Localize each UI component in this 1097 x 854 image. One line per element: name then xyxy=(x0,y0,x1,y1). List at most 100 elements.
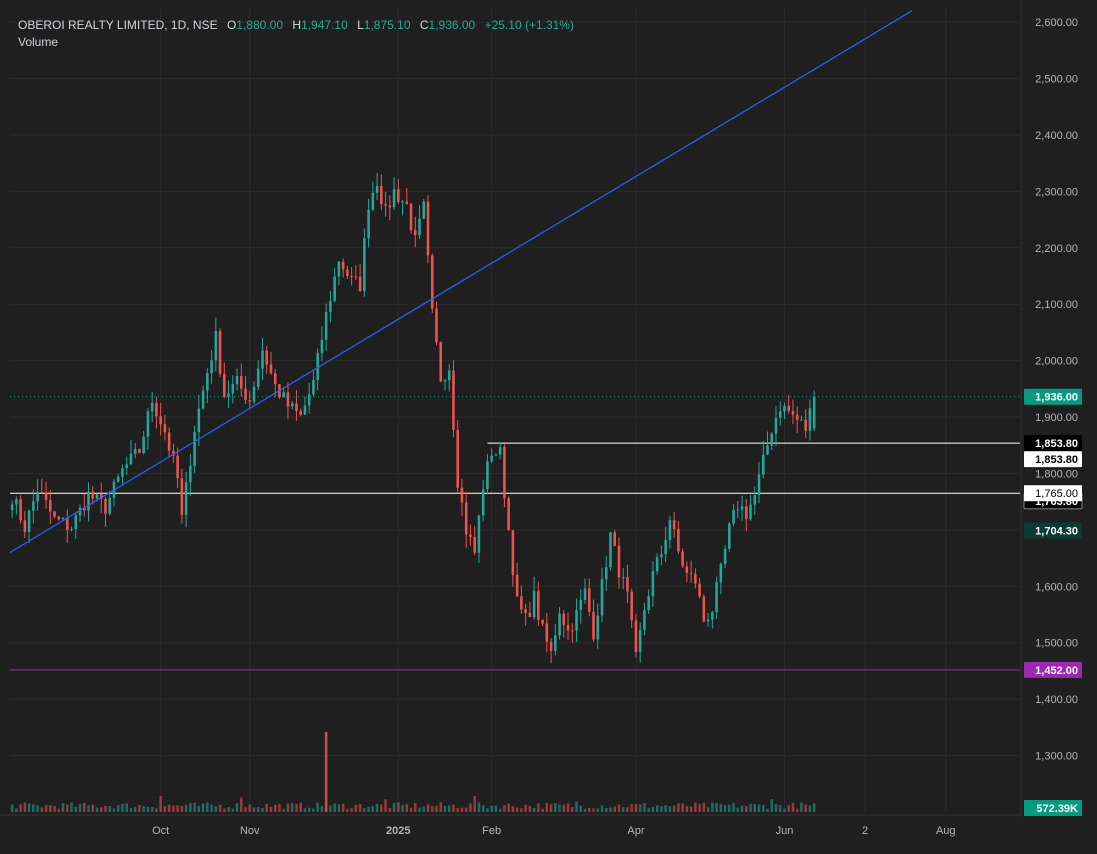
volume-bar xyxy=(146,806,150,812)
volume-bar xyxy=(27,803,31,812)
grid-lines xyxy=(10,8,1020,812)
candle-body xyxy=(426,201,430,256)
volume-bar xyxy=(78,804,82,812)
candle-body xyxy=(248,400,252,402)
candle-body xyxy=(745,506,748,520)
candle-body xyxy=(698,583,701,597)
volume-bar xyxy=(524,804,527,812)
volume-bar xyxy=(206,802,209,812)
open-key: O xyxy=(226,18,237,32)
candle-body xyxy=(74,515,78,530)
candle-body xyxy=(201,390,205,409)
candle-body xyxy=(503,447,506,499)
volume-bar xyxy=(507,803,510,812)
candle-body xyxy=(808,408,812,431)
volume-bar xyxy=(477,802,481,812)
candle-body xyxy=(218,331,222,374)
price-label-box xyxy=(1024,451,1082,468)
candle-body xyxy=(778,411,782,418)
level-label-text: 1,765.00 xyxy=(1035,488,1078,500)
volume-bar xyxy=(719,804,723,812)
volume-bar xyxy=(698,804,701,812)
volume-bar xyxy=(630,804,633,812)
trendline[interactable] xyxy=(9,10,913,553)
candle-body xyxy=(664,540,667,555)
time-axis[interactable]: Oct Nov 2025 Feb Apr Jun 2 Aug xyxy=(0,814,1021,854)
time-tick-label: 2 xyxy=(862,825,868,837)
candle-body xyxy=(150,402,154,412)
candle-body xyxy=(511,530,515,575)
high-value: 1,947.10 xyxy=(301,18,348,32)
close-key: C xyxy=(419,18,429,32)
volume-bar xyxy=(133,806,137,812)
volume-bar xyxy=(469,803,472,812)
volume-bar xyxy=(418,807,421,812)
volume-bar xyxy=(295,803,298,812)
candle-body xyxy=(609,532,612,568)
candle-body xyxy=(44,492,48,501)
volume-bar xyxy=(367,806,370,812)
volume-bar xyxy=(558,804,561,812)
candle-body xyxy=(176,455,179,479)
volume-bar xyxy=(808,805,812,812)
volume-bar xyxy=(333,803,336,812)
volume-bars xyxy=(10,732,816,812)
price-tick-label: 1,500.00 xyxy=(1035,638,1078,650)
chart-legend: OBEROI REALTY LIMITED, 1D, NSE O1,880.00… xyxy=(18,17,574,51)
volume-bar xyxy=(44,804,48,812)
volume-bar xyxy=(388,807,392,812)
volume-bar xyxy=(439,802,443,812)
volume-bar xyxy=(231,808,235,812)
candle-body xyxy=(575,609,578,631)
candle-body xyxy=(265,350,269,365)
price-tick-label: 1,600.00 xyxy=(1035,581,1078,593)
volume-bar xyxy=(804,804,807,812)
volume-bar xyxy=(380,804,383,812)
candle-body xyxy=(163,424,167,433)
candle-body xyxy=(498,447,502,455)
volume-bar xyxy=(596,808,600,812)
volume-bar xyxy=(91,804,95,812)
candle-body xyxy=(392,189,396,208)
volume-bar xyxy=(791,802,795,812)
candle-body xyxy=(791,411,795,415)
volume-bar xyxy=(286,803,290,812)
candle-body xyxy=(626,577,629,592)
candle-body xyxy=(418,218,421,236)
candle-body xyxy=(651,571,655,597)
volume-bar xyxy=(464,807,468,812)
candle-body xyxy=(787,405,790,412)
volume-bar xyxy=(248,804,252,812)
candle-body xyxy=(435,308,438,343)
volume-bar xyxy=(655,805,659,812)
symbol-title[interactable]: OBEROI REALTY LIMITED, 1D, NSE xyxy=(18,18,218,32)
candle-body xyxy=(490,455,493,462)
high-key: H xyxy=(292,18,302,32)
volume-bar xyxy=(70,802,73,812)
volume-bar xyxy=(108,806,111,812)
price-tick-label: 1,800.00 xyxy=(1035,468,1078,480)
volume-bar xyxy=(706,807,710,812)
volume-bar xyxy=(36,805,39,812)
candle-body xyxy=(723,548,727,564)
candle-body xyxy=(524,609,527,614)
volume-bar xyxy=(256,807,260,812)
candle-body xyxy=(346,269,349,276)
volume-bar xyxy=(736,807,740,812)
candle-body xyxy=(736,509,740,511)
volume-bar xyxy=(774,803,778,812)
volume-bar xyxy=(307,807,311,812)
volume-bar xyxy=(761,804,765,812)
volume-bar xyxy=(201,803,205,812)
horizontal-levels[interactable] xyxy=(10,396,1020,671)
price-axis[interactable]: 1,300.001,400.001,500.001,600.001,700.00… xyxy=(1020,0,1097,854)
volume-bar xyxy=(723,805,727,812)
price-tick-label: 2,500.00 xyxy=(1035,74,1078,86)
price-tick-label: 1,900.00 xyxy=(1035,412,1078,424)
volume-indicator-label[interactable]: Volume xyxy=(18,35,59,49)
volume-bar xyxy=(494,805,498,812)
candle-body xyxy=(138,448,141,454)
volume-bar xyxy=(617,804,621,812)
